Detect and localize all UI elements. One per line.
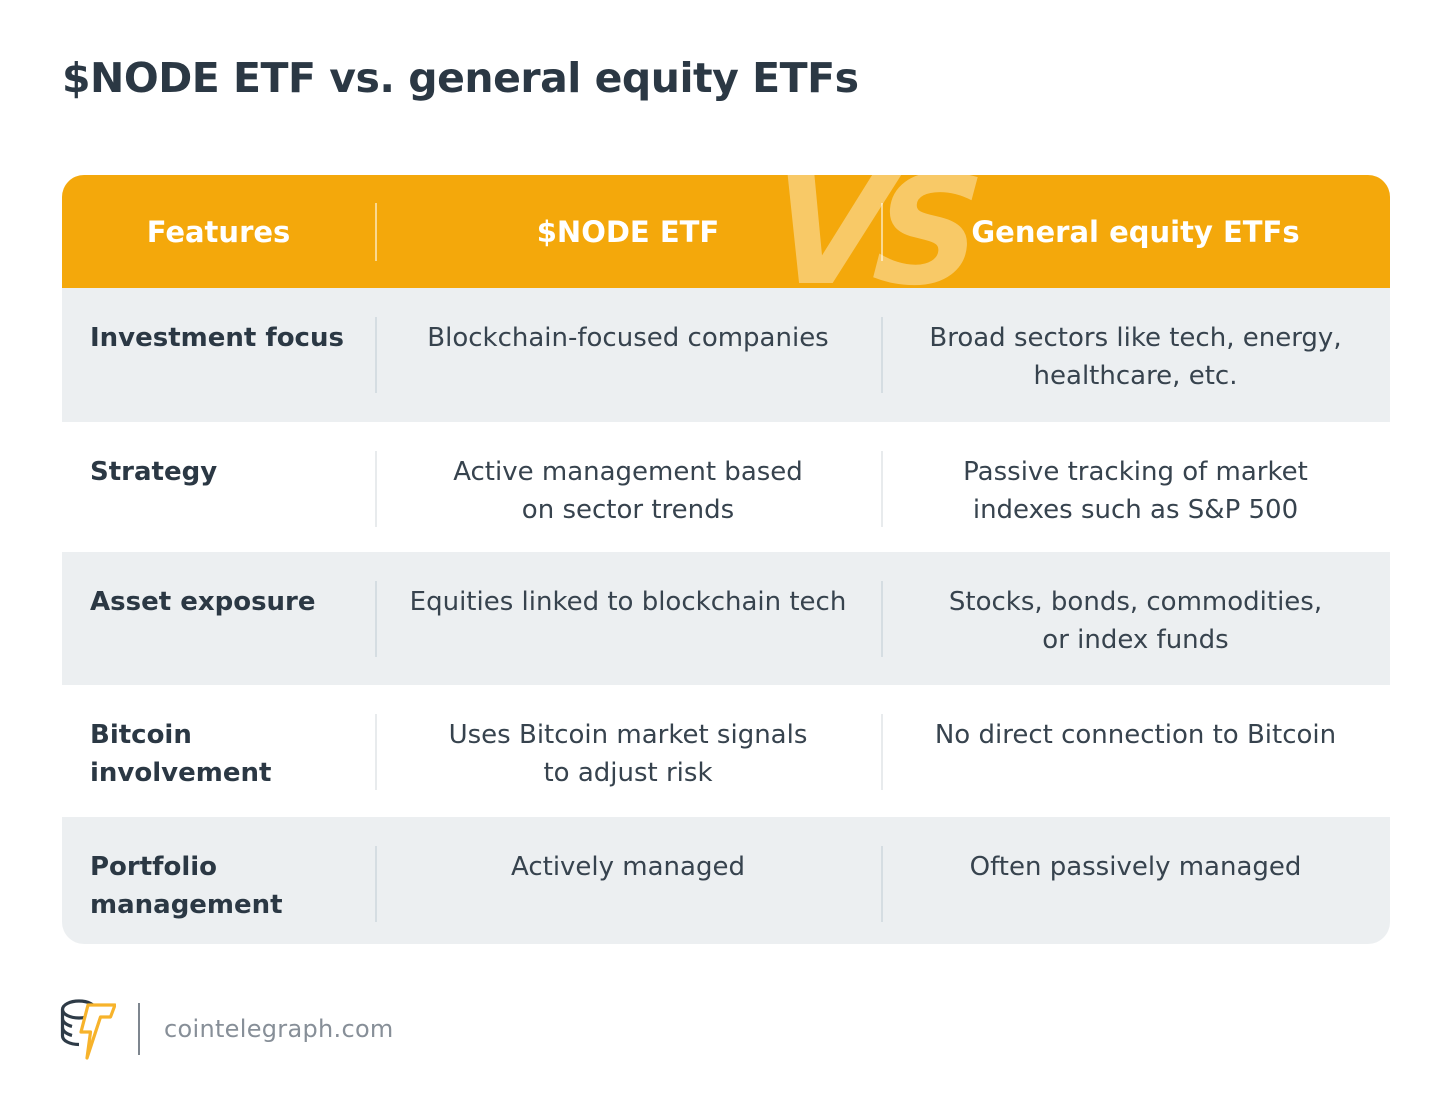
header-general-etf-label: General equity ETFs <box>971 214 1300 249</box>
feature-label: Investment focus <box>90 323 344 353</box>
node-etf-cell: Actively managed <box>375 817 881 944</box>
table-row-investment-focus: Investment focus Blockchain-focused comp… <box>62 288 1390 422</box>
header-cell-node-etf: $NODE ETF <box>375 175 881 288</box>
footer: cointelegraph.com <box>58 996 394 1062</box>
feature-label: Portfolio management <box>90 852 283 920</box>
table-row-asset-exposure: Asset exposure Equities linked to blockc… <box>62 552 1390 685</box>
header-features-label: Features <box>146 214 291 249</box>
footer-divider <box>138 1003 140 1055</box>
general-etf-cell: Broad sectors like tech, energy, healthc… <box>881 288 1390 422</box>
page-title: $NODE ETF vs. general equity ETFs <box>62 54 859 102</box>
footer-site-text: cointelegraph.com <box>164 1015 394 1043</box>
header-cell-general-etf: General equity ETFs <box>881 175 1390 288</box>
feature-label: Strategy <box>90 457 218 487</box>
general-etf-cell: Passive tracking of market indexes such … <box>881 422 1390 552</box>
header-cell-features: Features <box>62 175 375 288</box>
general-etf-cell: Stocks, bonds, commodities, or index fun… <box>881 552 1390 685</box>
cointelegraph-logo-icon <box>60 999 116 1060</box>
general-etf-cell: No direct connection to Bitcoin <box>881 685 1390 817</box>
node-etf-cell: Active management based on sector trends <box>375 422 881 552</box>
general-etf-cell: Often passively managed <box>881 817 1390 944</box>
node-etf-cell: Uses Bitcoin market signals to adjust ri… <box>375 685 881 817</box>
table-row-portfolio-management: Portfolio management Actively managed Of… <box>62 817 1390 944</box>
node-etf-cell: Equities linked to blockchain tech <box>375 552 881 685</box>
comparison-table: Features $NODE ETF General equity ETFs V… <box>62 175 1390 944</box>
table-header-row: Features $NODE ETF General equity ETFs V… <box>62 175 1390 288</box>
table-row-strategy: Strategy Active management based on sect… <box>62 422 1390 552</box>
feature-label: Asset exposure <box>90 587 316 617</box>
header-node-etf-label: $NODE ETF <box>536 214 720 249</box>
node-etf-cell: Blockchain-focused companies <box>375 288 881 422</box>
feature-label: Bitcoin involvement <box>90 720 272 788</box>
table-row-bitcoin-involvement: Bitcoin involvement Uses Bitcoin market … <box>62 685 1390 817</box>
